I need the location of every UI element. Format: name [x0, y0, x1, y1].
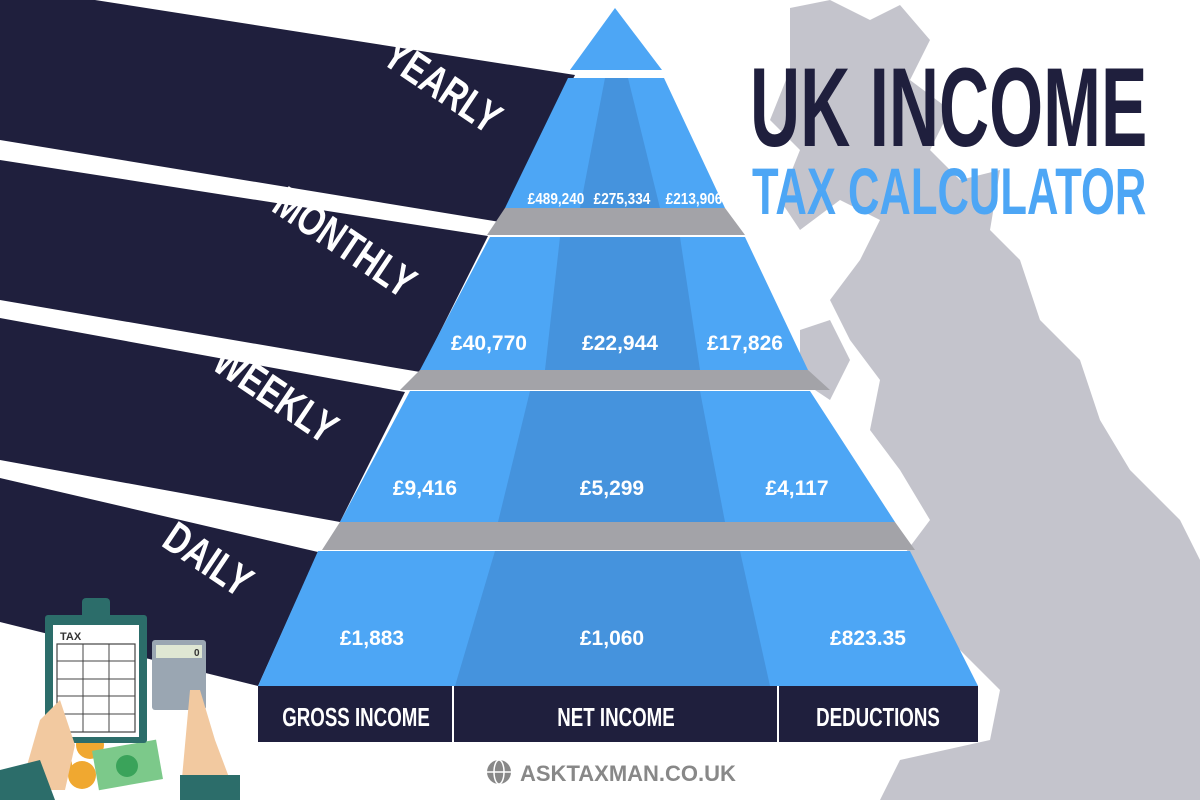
monthly-net: £22,944	[582, 332, 658, 355]
slab	[322, 522, 915, 550]
column-gross: GROSS INCOME	[282, 702, 430, 732]
yearly-deductions: £213,906	[666, 191, 723, 208]
slab	[487, 208, 745, 235]
yearly-gross: £489,240	[528, 191, 585, 208]
globe-icon	[487, 759, 511, 785]
weekly-gross: £9,416	[393, 477, 457, 500]
yearly-net: £275,334	[594, 191, 651, 208]
uk-map	[770, 0, 1200, 800]
value-labels: £489,240 £275,334 £213,906 £40,770 £22,9…	[340, 191, 906, 650]
pyramid-apex	[570, 8, 662, 70]
slab	[400, 370, 830, 390]
website-link[interactable]: ASKTAXMAN.CO.UK	[520, 761, 736, 786]
weekly-deductions: £4,117	[765, 477, 828, 500]
monthly-deductions: £17,826	[707, 332, 783, 355]
period-bands	[0, 0, 575, 686]
weekly-net: £5,299	[580, 477, 644, 500]
daily-net: £1,060	[580, 627, 644, 650]
band-yearly	[0, 0, 575, 222]
monthly-gross: £40,770	[451, 332, 527, 355]
column-deductions: DEDUCTIONS	[816, 702, 940, 732]
tax-illustration: TAX 0	[0, 598, 240, 800]
column-net: NET INCOME	[557, 702, 674, 732]
svg-text:0: 0	[194, 648, 200, 659]
title-line1: UK INCOME	[750, 45, 1147, 170]
column-header-bar	[258, 686, 978, 742]
daily-deductions: £823.35	[830, 627, 906, 650]
clipboard-label: TAX	[60, 631, 82, 643]
daily-gross: £1,883	[340, 627, 404, 650]
title-line2: TAX CALCULATOR	[752, 154, 1146, 228]
band-monthly	[0, 160, 488, 372]
band-weekly	[0, 318, 405, 522]
pyramid	[258, 8, 978, 686]
